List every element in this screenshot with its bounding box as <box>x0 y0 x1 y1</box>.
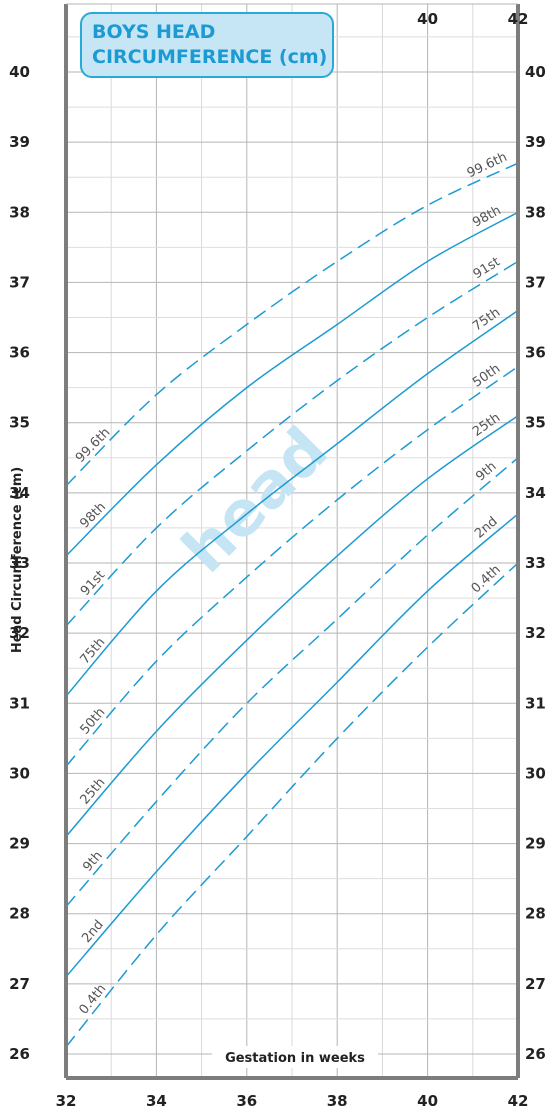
y-tick-label-left: 34 <box>9 484 30 502</box>
y-tick-label-right: 31 <box>525 694 546 712</box>
y-tick-label-left: 29 <box>9 835 30 853</box>
y-tick-label-right: 30 <box>525 764 546 782</box>
centile-curves <box>65 162 519 1048</box>
centile-label-left: 9th <box>80 849 105 875</box>
centile-curve-98th <box>65 211 519 557</box>
y-tick-label-right: 38 <box>525 203 546 221</box>
centile-curve-0-4th <box>65 562 519 1048</box>
centile-label-right: 2nd <box>472 514 501 541</box>
centile-label-left: 50th <box>78 705 109 737</box>
centile-label-left: 2nd <box>79 917 107 946</box>
centile-curve-9th <box>65 457 519 908</box>
y-tick-label-left: 27 <box>9 975 30 993</box>
y-tick-label-right: 39 <box>525 133 546 151</box>
centile-curve-91st <box>65 260 519 627</box>
y-tick-label-left: 31 <box>9 694 30 712</box>
x-tick-label-top: 42 <box>508 10 529 28</box>
centile-label-left: 91st <box>78 568 108 599</box>
centile-label-right: 50th <box>470 361 503 390</box>
centile-label-right: 75th <box>470 305 503 334</box>
watermark-text: head <box>168 413 342 587</box>
centile-curve-25th <box>65 415 519 838</box>
y-tick-label-right: 37 <box>525 273 546 291</box>
y-tick-label-left: 33 <box>9 554 30 572</box>
axis-titles: Gestation in weeks Head Circumference (cm… <box>10 467 378 1068</box>
x-tick-label-bottom: 38 <box>327 1092 348 1110</box>
y-tick-label-left: 32 <box>9 624 30 642</box>
y-tick-label-right: 33 <box>525 554 546 572</box>
y-tick-label-left: 35 <box>9 414 30 432</box>
y-tick-label-left: 39 <box>9 133 30 151</box>
centile-label-right: 9th <box>473 459 499 484</box>
centile-curve-2nd <box>65 513 519 978</box>
y-tick-label-left: 37 <box>9 273 30 291</box>
y-tick-label-left: 26 <box>9 1045 30 1063</box>
x-tick-label-bottom: 34 <box>146 1092 167 1110</box>
y-tick-label-left: 40 <box>9 63 30 81</box>
y-tick-label-right: 40 <box>525 63 546 81</box>
y-axis-title: Head Circumference (cm) <box>10 467 25 653</box>
y-tick-label-right: 34 <box>525 484 546 502</box>
centile-label-right: 98th <box>470 203 503 230</box>
grid <box>66 4 518 1078</box>
y-tick-label-right: 32 <box>525 624 546 642</box>
y-tick-label-right: 28 <box>525 905 546 923</box>
y-tick-label-left: 28 <box>9 905 30 923</box>
y-tick-label-right: 36 <box>525 344 546 362</box>
x-tick-label-top: 40 <box>417 10 438 28</box>
y-tick-label-right: 26 <box>525 1045 546 1063</box>
chart-title-line-2: CIRCUMFERENCE (cm) <box>92 46 328 68</box>
y-tick-label-left: 30 <box>9 764 30 782</box>
chart-title-box: BOYS HEAD CIRCUMFERENCE (cm) <box>80 12 334 78</box>
y-tick-label-left: 38 <box>9 203 30 221</box>
y-tick-label-left: 36 <box>9 344 30 362</box>
centile-label-right: 91st <box>471 255 503 283</box>
y-tick-label-right: 35 <box>525 414 546 432</box>
x-tick-label-bottom: 40 <box>417 1092 438 1110</box>
centile-curve-75th <box>65 309 519 697</box>
x-tick-label-bottom: 32 <box>56 1092 77 1110</box>
chart-title-line-1: BOYS HEAD <box>92 21 216 43</box>
tick-labels: 26 26 27 27 28 28 29 29 30 30 31 31 32 32 33 33 34 34 35 35… <box>9 10 546 1110</box>
centile-label-right: 25th <box>470 410 503 439</box>
y-tick-label-right: 27 <box>525 975 546 993</box>
y-tick-label-right: 29 <box>525 835 546 853</box>
centile-label-left: 99.6th <box>73 425 113 466</box>
watermark-layer: head <box>168 413 342 587</box>
centile-curve-50th <box>65 365 519 767</box>
x-tick-label-bottom: 36 <box>236 1092 257 1110</box>
x-axis-title-background <box>212 1046 378 1068</box>
x-tick-label-bottom: 42 <box>508 1092 529 1110</box>
x-axis-title: Gestation in weeks <box>225 1051 365 1066</box>
plot-frame <box>64 3 520 1080</box>
centile-labels: 0.4th0.4th2nd2nd9th9th25th25th50th50th75… <box>73 150 510 1018</box>
